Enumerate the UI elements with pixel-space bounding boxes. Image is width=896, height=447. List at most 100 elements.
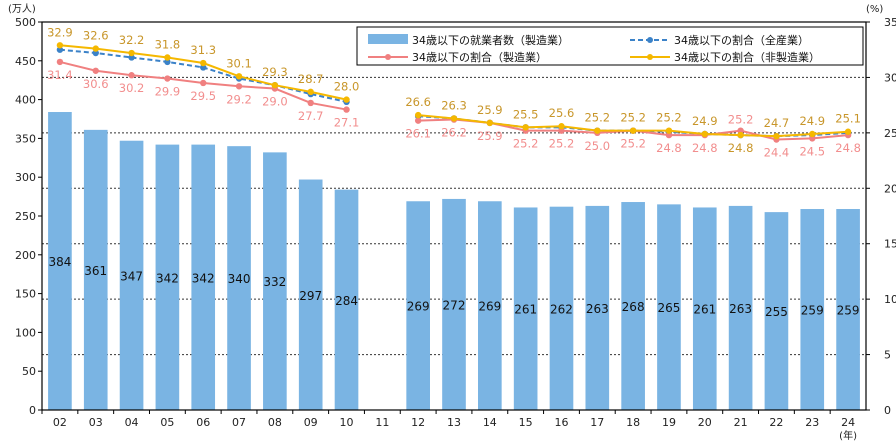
bar	[119, 140, 144, 410]
series-point	[343, 96, 350, 103]
series-point	[56, 58, 64, 66]
data-label-manufacturing: 25.2	[549, 137, 575, 151]
legend-swatch-point	[647, 37, 653, 43]
x-tick: 23	[805, 416, 819, 429]
x-tick: 06	[196, 416, 210, 429]
series-point	[92, 45, 99, 52]
bar-label: 259	[801, 304, 824, 318]
series-point	[629, 127, 637, 134]
bar-label: 272	[443, 298, 466, 312]
y-left-tick: 50	[22, 365, 36, 378]
series-point	[164, 54, 171, 61]
bar	[83, 129, 108, 410]
bar-label: 259	[837, 304, 860, 318]
bar	[692, 207, 717, 410]
series-point	[665, 127, 673, 134]
bar-label: 340	[228, 272, 251, 286]
data-label-non-manufacturing: 28.7	[298, 72, 324, 86]
bar-label: 332	[263, 275, 286, 289]
series-point	[486, 119, 494, 127]
series-point	[128, 49, 135, 57]
x-tick: 05	[160, 416, 174, 429]
bar-label: 268	[622, 300, 645, 314]
y-left-tick: 200	[15, 249, 36, 262]
legend-box	[356, 26, 864, 66]
y-right-tick: 25	[884, 127, 896, 140]
bar	[621, 202, 645, 410]
bar-label: 347	[120, 269, 143, 283]
bar	[191, 144, 216, 410]
y-left-tick: 250	[15, 210, 36, 223]
y-left-tick: 100	[15, 326, 36, 339]
bar-label: 284	[335, 294, 358, 308]
data-label-manufacturing: 31.4	[47, 68, 73, 82]
y-right-tick: 30	[884, 71, 896, 84]
y-right-unit: (%)	[866, 4, 883, 15]
data-label-manufacturing: 25.2	[620, 137, 646, 151]
bar-label: 261	[693, 303, 716, 317]
bar-label: 269	[407, 300, 430, 314]
bar-label: 269	[478, 300, 501, 314]
bar-label: 342	[156, 271, 179, 285]
y-right-tick: 20	[884, 182, 896, 195]
bar	[728, 205, 753, 410]
series-point	[558, 127, 565, 134]
bar-label: 255	[765, 305, 788, 319]
data-label-non-manufacturing: 24.8	[728, 141, 754, 155]
bar	[334, 189, 359, 410]
series-point	[665, 131, 673, 139]
y-left-tick: 500	[15, 16, 36, 29]
bar	[657, 204, 681, 410]
data-label-non-manufacturing: 26.3	[441, 98, 467, 112]
data-label-non-manufacturing: 25.2	[656, 111, 682, 125]
series-point	[92, 67, 99, 74]
bar	[764, 212, 789, 410]
x-tick: 03	[89, 416, 103, 429]
data-label-manufacturing: 24.4	[764, 146, 790, 160]
x-tick: 17	[590, 416, 604, 429]
x-tick: 11	[375, 416, 389, 429]
bar-label: 263	[586, 302, 609, 316]
series-point	[235, 83, 243, 90]
bar	[478, 201, 502, 410]
bar	[406, 201, 430, 410]
data-label-manufacturing: 24.5	[799, 144, 825, 158]
series-point	[271, 81, 279, 89]
series-point	[737, 127, 744, 134]
x-tick: 22	[769, 416, 783, 429]
series-point	[522, 124, 529, 131]
y-right-tick: 35	[884, 16, 896, 29]
y-right-tick: 0	[884, 404, 891, 417]
x-tick: 13	[447, 416, 461, 429]
x-tick: 12	[411, 416, 425, 429]
data-label-non-manufacturing: 26.6	[405, 95, 431, 109]
y-right-tick: 15	[884, 238, 896, 251]
series-point	[343, 106, 350, 113]
series-point	[414, 117, 422, 124]
x-tick: 16	[554, 416, 568, 429]
series-point	[164, 58, 171, 66]
x-tick: 24	[841, 416, 855, 429]
bar	[155, 144, 180, 410]
y-left-tick: 400	[15, 94, 36, 107]
series-point	[128, 54, 135, 61]
y-right-tick: 5	[884, 349, 891, 362]
series-point	[558, 123, 565, 130]
series-point	[307, 99, 314, 107]
x-tick: 02	[53, 416, 67, 429]
data-label-non-manufacturing: 25.5	[513, 107, 539, 121]
x-tick: 20	[698, 416, 712, 429]
data-label-manufacturing: 25.9	[477, 129, 503, 143]
bar	[263, 152, 287, 411]
data-label-non-manufacturing: 24.9	[799, 114, 825, 128]
data-label-manufacturing: 29.0	[262, 95, 288, 109]
series-point	[450, 115, 458, 122]
y-left-unit: (万人)	[8, 3, 36, 15]
bar-label: 262	[550, 302, 573, 316]
series-point	[164, 75, 171, 82]
series-point	[200, 59, 207, 67]
series-point	[200, 64, 207, 71]
series-point	[235, 73, 243, 80]
data-label-non-manufacturing: 24.7	[764, 116, 790, 130]
